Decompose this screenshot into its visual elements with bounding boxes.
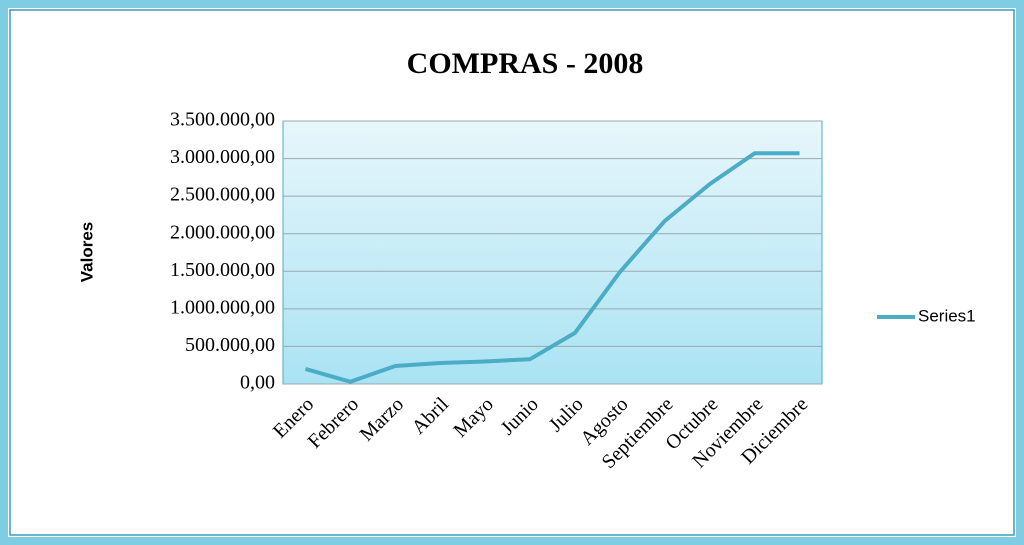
legend-label: Series1 xyxy=(918,306,976,325)
y-tick-label: 1.000.000,00 xyxy=(170,296,275,318)
y-tick-label: 2.500.000,00 xyxy=(170,184,275,206)
y-tick-label: 1.500.000,00 xyxy=(170,259,275,281)
y-tick-label: 3.000.000,00 xyxy=(170,146,275,168)
chart-title: COMPRAS - 2008 xyxy=(407,47,644,80)
y-tick-label: 500.000,00 xyxy=(185,334,275,356)
plot-area xyxy=(282,120,823,385)
y-tick-label: 3.500.000,00 xyxy=(170,109,275,131)
data-line xyxy=(304,151,800,384)
y-tick-label: 0,00 xyxy=(240,372,275,394)
chart-frame-inner xyxy=(9,9,1015,536)
y-axis-label: Valores xyxy=(77,222,96,283)
y-tick-label: 2.000.000,00 xyxy=(170,221,275,243)
